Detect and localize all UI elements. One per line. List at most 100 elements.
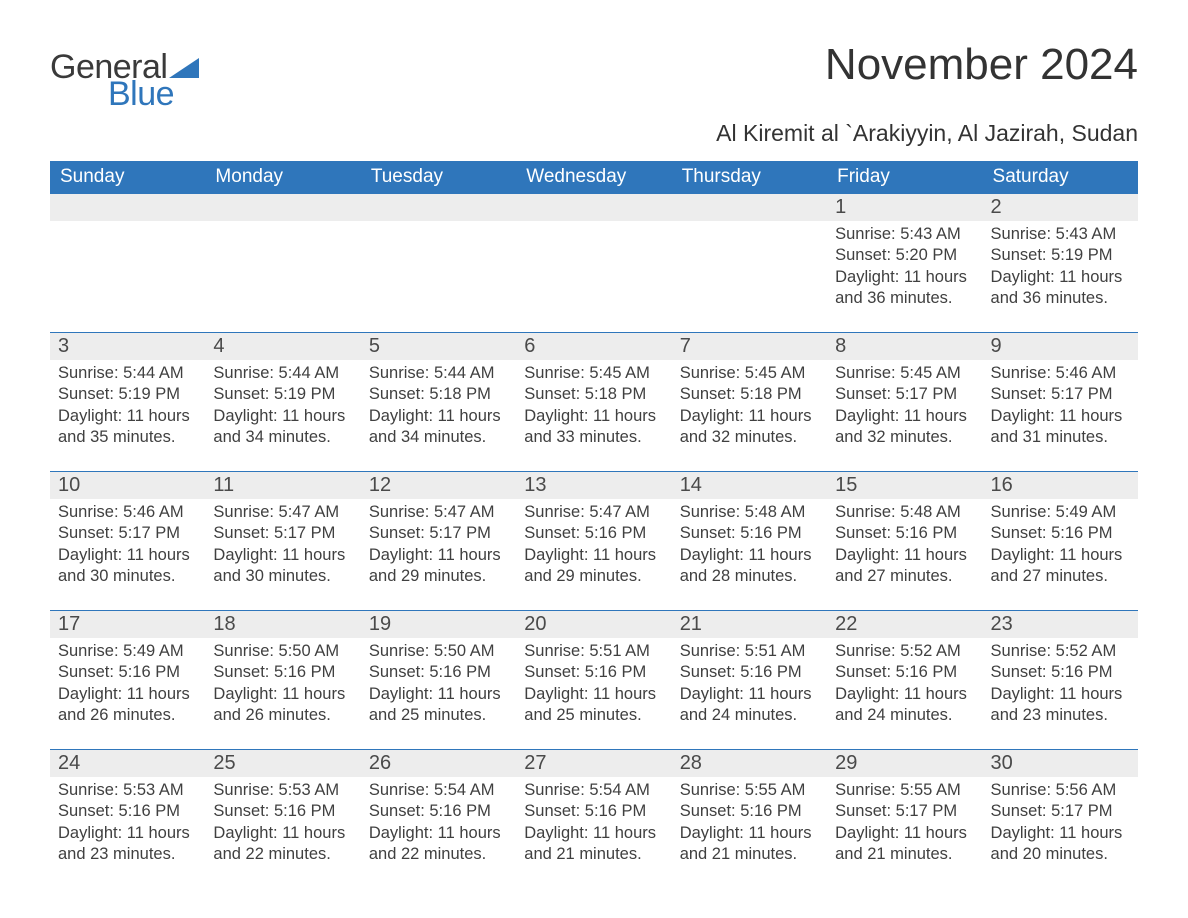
day-number: 2 [983,194,1138,221]
page-header: General Blue November 2024 [50,40,1138,114]
day-number: 26 [361,750,516,777]
calendar-week-row: 3Sunrise: 5:44 AMSunset: 5:19 PMDaylight… [50,332,1138,471]
day-sunset: Sunset: 5:16 PM [58,662,197,683]
day-details: Sunrise: 5:46 AMSunset: 5:17 PMDaylight:… [983,360,1138,455]
day-daylight1: Daylight: 11 hours [680,545,819,566]
calendar-day-cell: 20Sunrise: 5:51 AMSunset: 5:16 PMDayligh… [516,611,671,749]
calendar-day-cell [205,194,360,332]
day-daylight2: and 21 minutes. [835,844,974,865]
day-sunrise: Sunrise: 5:44 AM [369,363,508,384]
day-daylight2: and 33 minutes. [524,427,663,448]
empty-day-bar [205,194,360,221]
day-sunrise: Sunrise: 5:49 AM [991,502,1130,523]
calendar-day-cell [361,194,516,332]
calendar-day-cell: 2Sunrise: 5:43 AMSunset: 5:19 PMDaylight… [983,194,1138,332]
calendar-day-cell: 10Sunrise: 5:46 AMSunset: 5:17 PMDayligh… [50,472,205,610]
empty-day-bar [361,194,516,221]
day-number: 19 [361,611,516,638]
day-sunrise: Sunrise: 5:50 AM [369,641,508,662]
day-sunset: Sunset: 5:17 PM [991,801,1130,822]
day-number: 9 [983,333,1138,360]
day-sunset: Sunset: 5:16 PM [524,523,663,544]
day-sunrise: Sunrise: 5:53 AM [58,780,197,801]
day-daylight2: and 29 minutes. [369,566,508,587]
day-details: Sunrise: 5:47 AMSunset: 5:17 PMDaylight:… [205,499,360,594]
day-details: Sunrise: 5:45 AMSunset: 5:18 PMDaylight:… [516,360,671,455]
day-number: 13 [516,472,671,499]
day-details: Sunrise: 5:52 AMSunset: 5:16 PMDaylight:… [827,638,982,733]
calendar-day-cell: 28Sunrise: 5:55 AMSunset: 5:16 PMDayligh… [672,750,827,872]
calendar-day-cell: 11Sunrise: 5:47 AMSunset: 5:17 PMDayligh… [205,472,360,610]
weekday-header-cell: Thursday [672,161,827,194]
day-number: 30 [983,750,1138,777]
day-daylight2: and 32 minutes. [680,427,819,448]
day-details: Sunrise: 5:43 AMSunset: 5:20 PMDaylight:… [827,221,982,316]
calendar-day-cell: 26Sunrise: 5:54 AMSunset: 5:16 PMDayligh… [361,750,516,872]
day-sunrise: Sunrise: 5:45 AM [835,363,974,384]
day-sunrise: Sunrise: 5:55 AM [680,780,819,801]
logo-text-blue: Blue [108,75,199,114]
day-details: Sunrise: 5:55 AMSunset: 5:17 PMDaylight:… [827,777,982,872]
day-daylight1: Daylight: 11 hours [213,823,352,844]
day-sunset: Sunset: 5:16 PM [680,662,819,683]
calendar-week-row: 10Sunrise: 5:46 AMSunset: 5:17 PMDayligh… [50,471,1138,610]
day-daylight2: and 26 minutes. [58,705,197,726]
calendar-day-cell: 30Sunrise: 5:56 AMSunset: 5:17 PMDayligh… [983,750,1138,872]
day-sunrise: Sunrise: 5:53 AM [213,780,352,801]
day-daylight1: Daylight: 11 hours [213,684,352,705]
day-number: 22 [827,611,982,638]
weekday-header-cell: Tuesday [361,161,516,194]
day-sunrise: Sunrise: 5:54 AM [524,780,663,801]
day-sunrise: Sunrise: 5:49 AM [58,641,197,662]
day-daylight2: and 23 minutes. [991,705,1130,726]
day-daylight2: and 36 minutes. [835,288,974,309]
day-sunrise: Sunrise: 5:47 AM [213,502,352,523]
day-daylight1: Daylight: 11 hours [524,684,663,705]
day-daylight2: and 26 minutes. [213,705,352,726]
day-details: Sunrise: 5:44 AMSunset: 5:19 PMDaylight:… [50,360,205,455]
weekday-header-cell: Sunday [50,161,205,194]
day-sunrise: Sunrise: 5:46 AM [58,502,197,523]
day-daylight2: and 29 minutes. [524,566,663,587]
day-sunset: Sunset: 5:19 PM [991,245,1130,266]
day-number: 18 [205,611,360,638]
day-daylight2: and 24 minutes. [835,705,974,726]
day-daylight1: Daylight: 11 hours [835,823,974,844]
day-details: Sunrise: 5:45 AMSunset: 5:18 PMDaylight:… [672,360,827,455]
day-number: 4 [205,333,360,360]
day-daylight1: Daylight: 11 hours [369,823,508,844]
day-sunrise: Sunrise: 5:56 AM [991,780,1130,801]
day-sunrise: Sunrise: 5:55 AM [835,780,974,801]
day-daylight1: Daylight: 11 hours [835,406,974,427]
day-daylight2: and 23 minutes. [58,844,197,865]
empty-day-bar [516,194,671,221]
day-daylight1: Daylight: 11 hours [58,406,197,427]
calendar-week-row: 17Sunrise: 5:49 AMSunset: 5:16 PMDayligh… [50,610,1138,749]
calendar-day-cell: 1Sunrise: 5:43 AMSunset: 5:20 PMDaylight… [827,194,982,332]
calendar-day-cell: 18Sunrise: 5:50 AMSunset: 5:16 PMDayligh… [205,611,360,749]
day-details: Sunrise: 5:54 AMSunset: 5:16 PMDaylight:… [361,777,516,872]
day-sunrise: Sunrise: 5:51 AM [680,641,819,662]
day-details: Sunrise: 5:51 AMSunset: 5:16 PMDaylight:… [672,638,827,733]
day-details: Sunrise: 5:50 AMSunset: 5:16 PMDaylight:… [361,638,516,733]
day-sunrise: Sunrise: 5:52 AM [991,641,1130,662]
calendar-week-row: 1Sunrise: 5:43 AMSunset: 5:20 PMDaylight… [50,194,1138,332]
day-sunset: Sunset: 5:17 PM [991,384,1130,405]
day-sunrise: Sunrise: 5:50 AM [213,641,352,662]
day-number: 14 [672,472,827,499]
day-daylight1: Daylight: 11 hours [680,406,819,427]
day-sunset: Sunset: 5:16 PM [991,662,1130,683]
day-daylight1: Daylight: 11 hours [991,406,1130,427]
day-number: 25 [205,750,360,777]
day-sunset: Sunset: 5:18 PM [369,384,508,405]
day-sunset: Sunset: 5:17 PM [369,523,508,544]
day-sunset: Sunset: 5:16 PM [213,801,352,822]
day-daylight1: Daylight: 11 hours [524,406,663,427]
day-sunrise: Sunrise: 5:47 AM [369,502,508,523]
day-details: Sunrise: 5:47 AMSunset: 5:16 PMDaylight:… [516,499,671,594]
calendar-day-cell: 24Sunrise: 5:53 AMSunset: 5:16 PMDayligh… [50,750,205,872]
day-sunrise: Sunrise: 5:45 AM [680,363,819,384]
day-number: 21 [672,611,827,638]
day-sunrise: Sunrise: 5:48 AM [835,502,974,523]
weekday-header-cell: Wednesday [516,161,671,194]
